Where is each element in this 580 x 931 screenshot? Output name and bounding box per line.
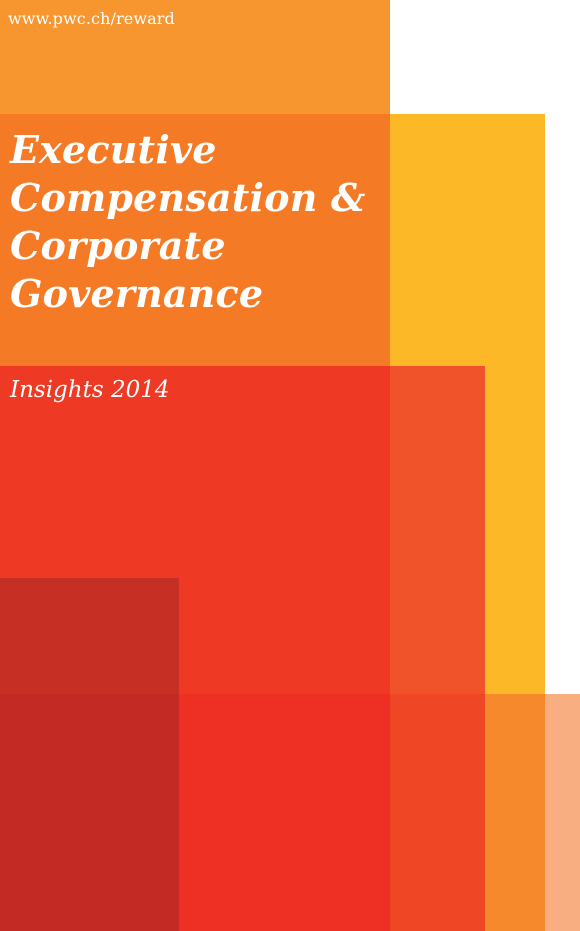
red-orange-bottom-block xyxy=(390,694,485,931)
title-line: Governance xyxy=(10,271,264,316)
red-middle-block xyxy=(390,366,485,694)
orange-title-block xyxy=(0,114,390,366)
website-url[interactable]: www.pwc.ch/reward xyxy=(8,9,175,28)
orange-bottom-block xyxy=(485,694,545,931)
dark-red-lower-block xyxy=(0,694,179,931)
peach-bottom-block xyxy=(545,694,580,931)
cover-subtitle: Insights 2014 xyxy=(10,377,170,403)
title-line: Compensation & xyxy=(10,175,366,220)
orange-top-block xyxy=(0,0,390,114)
dark-red-upper-block xyxy=(0,578,179,694)
cover-title: Executive Compensation & Corporate Gover… xyxy=(10,126,385,318)
red-bottom-block xyxy=(179,694,390,931)
title-line: Corporate xyxy=(10,223,226,268)
title-line: Executive xyxy=(10,127,217,172)
